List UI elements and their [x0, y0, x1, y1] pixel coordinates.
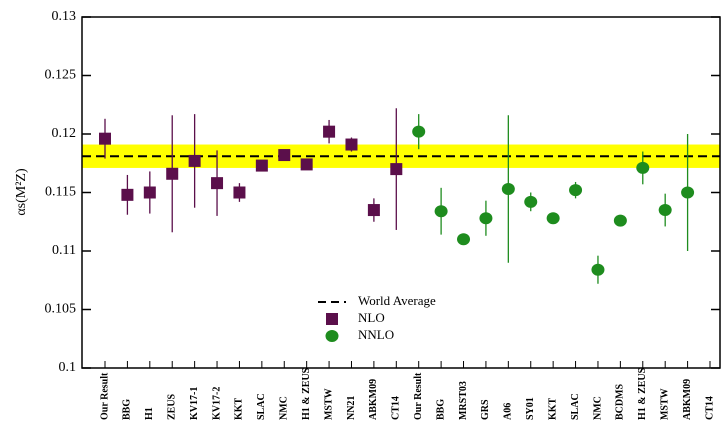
x-tick-label: SLAC: [256, 393, 267, 420]
x-tick-label: SY01: [525, 397, 536, 420]
x-tick-label: H1 & ZEUS: [637, 367, 648, 420]
world-average-band: [82, 144, 720, 168]
legend-symbol: [325, 330, 339, 342]
data-point: [613, 214, 627, 227]
data-point: [524, 195, 538, 208]
x-tick-label: H1 & ZEUS: [301, 367, 312, 420]
x-tick-label: BBG: [122, 399, 133, 420]
data-point: [143, 186, 156, 199]
data-point: [457, 233, 471, 246]
x-tick-label: NMC: [279, 396, 290, 420]
x-tick-label: NN21: [346, 396, 357, 420]
x-tick-label: MRST03: [458, 381, 469, 420]
x-tick-label: H1: [144, 407, 155, 420]
data-point: [658, 204, 672, 217]
x-tick-label: ABKM09: [682, 379, 693, 420]
x-tick-label: MSTW: [659, 388, 670, 420]
data-point: [636, 161, 650, 174]
x-tick-label: SLAC: [570, 393, 581, 420]
x-tick-label: KV17-1: [189, 387, 200, 420]
data-point: [479, 212, 493, 225]
data-point: [501, 182, 515, 195]
y-tick-label: 0.105: [45, 302, 77, 317]
legend-symbol: [326, 313, 338, 325]
data-point: [412, 125, 426, 138]
x-tick-label: MSTW: [323, 388, 334, 420]
x-tick-label: KV17-2: [211, 387, 222, 420]
data-point: [121, 188, 134, 201]
x-tick-label: ABKM09: [368, 379, 379, 420]
data-point: [546, 212, 560, 225]
x-tick-label: KKT: [234, 397, 245, 420]
y-tick-label: 0.13: [52, 9, 77, 24]
x-tick-label: GRS: [480, 399, 491, 420]
data-point: [255, 159, 268, 172]
data-point: [323, 125, 336, 138]
x-tick-label: BBG: [435, 399, 446, 420]
x-tick-label: Our Result: [99, 372, 110, 420]
y-tick-label: 0.1: [59, 360, 77, 375]
data-point: [681, 186, 695, 199]
data-point: [300, 158, 313, 171]
data-point: [211, 177, 224, 190]
plot-frame: [81, 16, 721, 369]
x-tick-label: Our Result: [413, 372, 424, 420]
x-tick-label: A06: [503, 403, 514, 420]
data-point: [233, 186, 246, 199]
data-point: [345, 138, 358, 151]
x-tick-label: CT14: [704, 396, 715, 420]
data-point: [591, 263, 605, 276]
legend-label: NLO: [358, 310, 385, 325]
x-tick-label: NMC: [592, 396, 603, 420]
y-tick-label: 0.12: [52, 126, 77, 141]
data-point: [390, 163, 403, 176]
data-point: [188, 154, 201, 167]
y-axis-label: αs(M²Z): [14, 168, 29, 216]
legend-label: NNLO: [358, 327, 394, 342]
x-tick-label: CT14: [391, 396, 402, 420]
x-tick-label: KKT: [547, 397, 558, 420]
x-tick-label: ZEUS: [167, 393, 178, 420]
data-point: [166, 167, 179, 180]
data-point: [99, 132, 111, 145]
y-tick-label: 0.11: [52, 243, 76, 258]
data-point: [434, 205, 448, 218]
data-point: [278, 149, 291, 162]
data-point: [367, 204, 380, 217]
legend-label: World Average: [358, 293, 436, 308]
y-tick-label: 0.115: [45, 185, 76, 200]
data-point: [569, 184, 583, 197]
y-tick-label: 0.125: [45, 68, 77, 83]
x-tick-label: BCDMS: [615, 383, 626, 420]
